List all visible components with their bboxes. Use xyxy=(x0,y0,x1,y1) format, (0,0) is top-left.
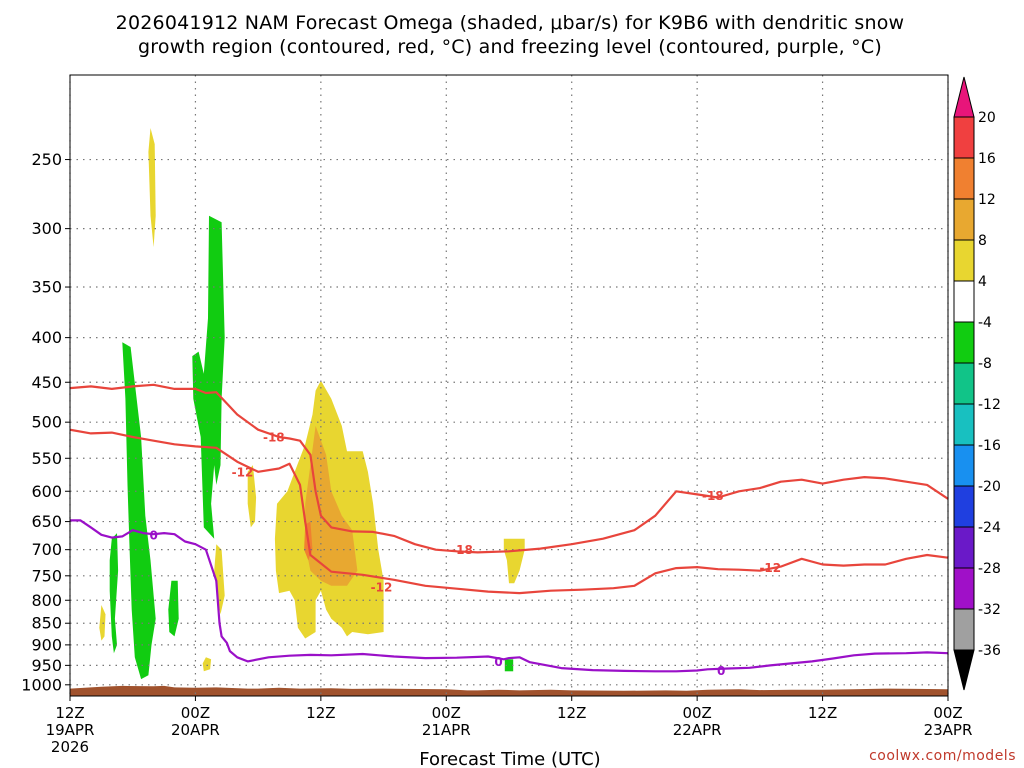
contour-freezing-line xyxy=(70,519,948,673)
colorbar-label: -12 xyxy=(978,397,1001,413)
y-tick-label: 250 xyxy=(31,150,62,169)
colorbar-label: 16 xyxy=(978,151,996,167)
omega-region-8 xyxy=(99,605,106,641)
contour-minus18-label-2: -18 xyxy=(263,431,285,445)
colorbar-segment xyxy=(953,485,975,528)
y-tick-label: 900 xyxy=(31,635,62,654)
x-tick-label: 19APR xyxy=(46,721,95,739)
x-tick-label: 00Z xyxy=(181,704,210,722)
colorbar-label: -4 xyxy=(978,315,992,331)
x-tick-label: 22APR xyxy=(673,721,722,739)
terrain-layer xyxy=(70,685,948,696)
colorbar-label: 20 xyxy=(978,110,996,126)
colorbar-bottom-arrow xyxy=(953,649,975,691)
contour-minus18-label-3: -18 xyxy=(451,543,473,557)
colorbar-segment xyxy=(953,567,975,610)
terrain-fill xyxy=(70,685,948,696)
x-tick-label: 00Z xyxy=(432,704,461,722)
colorbar-top-arrow xyxy=(953,76,975,118)
contour-minus12-label-2: -12 xyxy=(232,465,254,479)
omega-region-4 xyxy=(192,215,225,539)
colorbar-segment xyxy=(953,321,975,364)
colorbar-label: -24 xyxy=(978,520,1001,536)
x-tick-label: 21APR xyxy=(422,721,471,739)
colorbar-segment xyxy=(953,116,975,159)
x-tick-label: 00Z xyxy=(933,704,962,722)
y-tick-label: 300 xyxy=(31,219,62,238)
y-tick-label: 400 xyxy=(31,328,62,347)
y-tick-label: 750 xyxy=(31,566,62,585)
y-tick-label: 550 xyxy=(31,449,62,468)
omega-shading xyxy=(99,128,525,680)
omega-region-5 xyxy=(214,544,225,615)
y-axis-ticks: 250 300 350 400 450 500 550 600 650 700 750 800 850 9… xyxy=(21,150,70,694)
colorbar-segment xyxy=(953,403,975,446)
colorbar-label: -8 xyxy=(978,356,992,372)
y-tick-label: 700 xyxy=(31,540,62,559)
omega-region-6 xyxy=(247,465,257,528)
contour-minus12-line xyxy=(70,428,948,595)
contour-minus12-label-3: -12 xyxy=(759,561,781,575)
y-tick-label: 850 xyxy=(31,614,62,633)
omega-region-3 xyxy=(168,580,179,637)
colorbar-segment xyxy=(953,362,975,405)
x-axis-label: Forecast Time (UTC) xyxy=(419,749,600,768)
chart-title-line1: 2026041912 NAM Forecast Omega (shaded, μ… xyxy=(116,12,905,34)
contour-minus18-line xyxy=(70,383,948,554)
omega-region-7 xyxy=(202,657,212,672)
colorbar-segment xyxy=(953,608,975,651)
plot-frame xyxy=(69,74,949,697)
colorbar-segment xyxy=(953,444,975,487)
colorbar-segment xyxy=(953,198,975,241)
x-tick-label: 12Z xyxy=(808,704,837,722)
colorbar-segment xyxy=(953,239,975,282)
colorbar-label: -28 xyxy=(978,561,1001,577)
x-tick-label: 20APR xyxy=(171,721,220,739)
x-tick-label: 12Z xyxy=(306,704,335,722)
y-tick-label: 600 xyxy=(31,482,62,501)
x-tick-label: 12Z xyxy=(557,704,586,722)
y-tick-label: 650 xyxy=(31,512,62,531)
colorbar-label: 12 xyxy=(978,192,996,208)
colorbar-label: 8 xyxy=(978,233,987,249)
contour-layer: -18 -12 0 -18 -18 -12 -12 0 0 xyxy=(70,383,948,678)
omega-region-13 xyxy=(504,659,514,672)
x-tick-label: 23APR xyxy=(924,721,973,739)
colorbar-segment xyxy=(953,526,975,569)
x-tick-label: 00Z xyxy=(682,704,711,722)
omega-region-0 xyxy=(148,128,156,248)
colorbar-label: 4 xyxy=(978,274,987,290)
colorbar-segment xyxy=(953,157,975,200)
omega-region-1 xyxy=(122,342,156,680)
credit-text: coolwx.com/models xyxy=(869,748,1016,764)
colorbar-label: -36 xyxy=(978,643,1001,659)
contour-freezing-label-2: 0 xyxy=(494,655,502,669)
x-tick-label: 2026 xyxy=(51,738,89,756)
y-tick-label: 350 xyxy=(31,278,62,297)
colorbar: 20 16 12 8 4 -4 -8 -12 -16 -20 -24 -28 -32 -36 xyxy=(953,76,1001,691)
colorbar-label: -32 xyxy=(978,602,1001,618)
y-tick-label: 450 xyxy=(31,373,62,392)
colorbar-segment xyxy=(953,280,975,323)
colorbar-label: -16 xyxy=(978,438,1001,454)
colorbar-label: -20 xyxy=(978,479,1001,495)
y-tick-label: 1000 xyxy=(21,675,62,694)
contour-minus12-label: -12 xyxy=(371,580,393,594)
contour-freezing-label: 0 xyxy=(149,528,157,542)
y-tick-label: 500 xyxy=(31,413,62,432)
x-tick-label: 12Z xyxy=(55,704,84,722)
omega-region-10 xyxy=(305,425,358,586)
contour-freezing-label-3: 0 xyxy=(717,664,725,678)
y-tick-label: 800 xyxy=(31,591,62,610)
omega-region-12 xyxy=(503,538,525,584)
contour-minus18-label: -18 xyxy=(702,489,724,503)
chart-title-line2: growth region (contoured, red, °C) and f… xyxy=(138,36,882,58)
y-tick-label: 950 xyxy=(31,656,62,675)
omega-region-2 xyxy=(109,533,119,654)
